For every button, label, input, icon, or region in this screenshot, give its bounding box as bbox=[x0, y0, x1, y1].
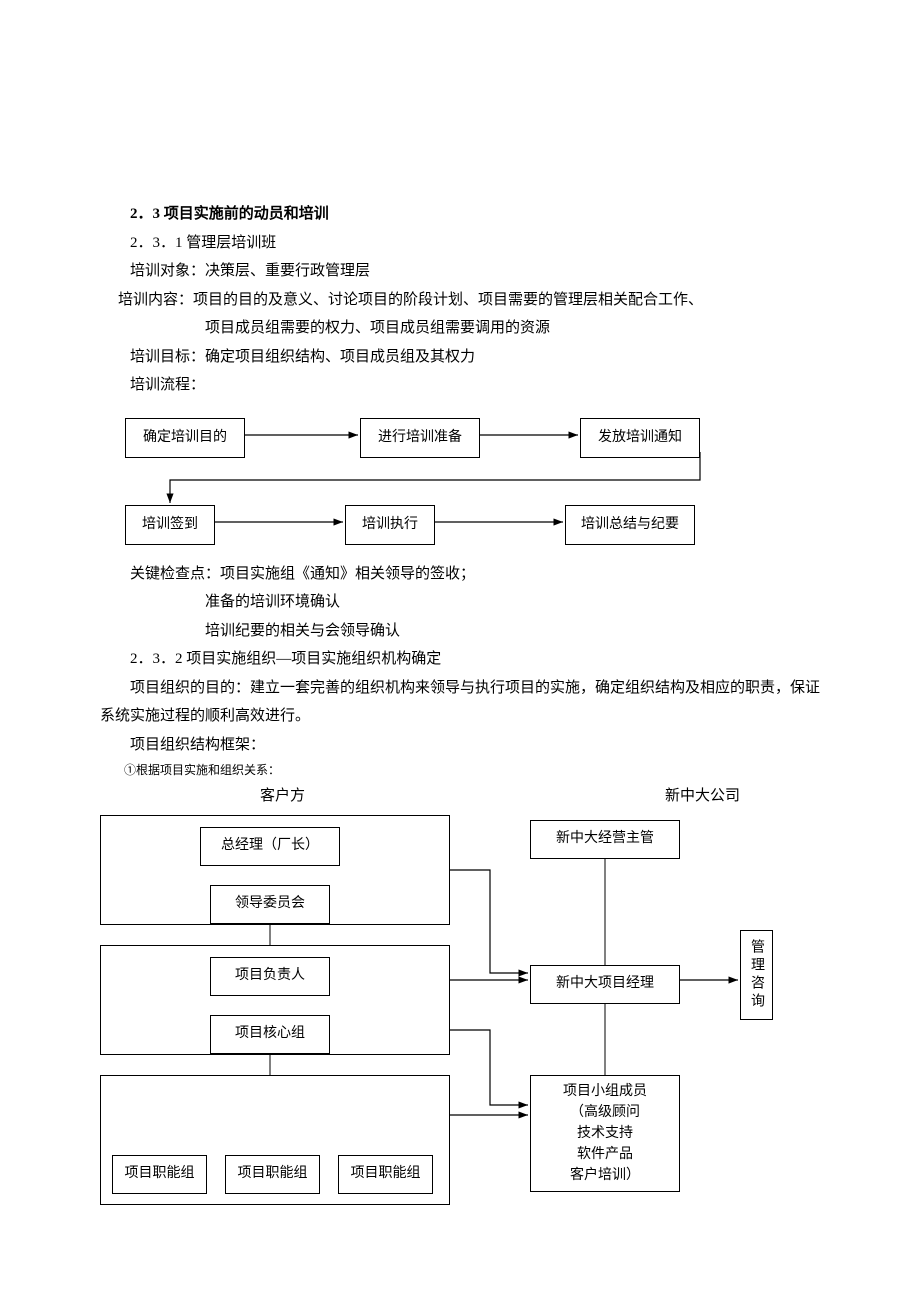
training-content-1: 培训内容：项目的目的及意义、讨论项目的阶段计划、项目需要的管理层相关配合工作、 bbox=[100, 286, 820, 315]
node-owner: 项目负责人 bbox=[210, 957, 330, 996]
header-company: 新中大公司 bbox=[665, 782, 740, 811]
r3-line-0: 项目小组成员 bbox=[539, 1081, 671, 1102]
flow-box-5: 培训执行 bbox=[345, 505, 435, 546]
r3-line-4: 客户培训） bbox=[539, 1165, 671, 1186]
training-flowchart: 确定培训目的 进行培训准备 发放培训通知 培训签到 培训执行 培训总结与纪要 bbox=[100, 410, 820, 545]
header-client: 客户方 bbox=[260, 782, 305, 811]
node-r3: 项目小组成员 （高级顾问 技术支持 软件产品 客户培训） bbox=[530, 1075, 680, 1192]
org-note: ①根据项目实施和组织关系： bbox=[100, 759, 820, 782]
training-content-2: 项目成员组需要的权力、项目成员组需要调用的资源 bbox=[100, 314, 820, 343]
training-goal: 培训目标：确定项目组织结构、项目成员组及其权力 bbox=[100, 343, 820, 372]
flow-box-3: 发放培训通知 bbox=[580, 418, 700, 459]
flow-box-6: 培训总结与纪要 bbox=[565, 505, 695, 546]
flow-box-1: 确定培训目的 bbox=[125, 418, 245, 459]
flow-label: 培训流程： bbox=[100, 371, 820, 400]
node-core: 项目核心组 bbox=[210, 1015, 330, 1054]
subsection-2: 2．3．2 项目实施组织—项目实施组织机构确定 bbox=[100, 645, 820, 674]
check-label: 关键检查点：项目实施组《通知》相关领导的签收； bbox=[100, 560, 820, 589]
org-purpose: 项目组织的目的：建立一套完善的组织机构来领导与执行项目的实施，确定组织结构及相应… bbox=[100, 674, 820, 731]
org-frame: 项目组织结构框架： bbox=[100, 731, 820, 760]
r3-line-3: 软件产品 bbox=[539, 1144, 671, 1165]
section-title: 2．3 项目实施前的动员和培训 bbox=[100, 200, 820, 229]
org-chart: 总经理（厂长） 领导委员会 项目负责人 项目核心组 项目职能组 项目职能组 项目… bbox=[100, 815, 820, 1245]
node-func-c: 项目职能组 bbox=[338, 1155, 433, 1194]
node-r1: 新中大经营主管 bbox=[530, 820, 680, 859]
r3-line-1: （高级顾问 bbox=[539, 1102, 671, 1123]
node-committee: 领导委员会 bbox=[210, 885, 330, 924]
subsection-1: 2．3．1 管理层培训班 bbox=[100, 229, 820, 258]
node-gm: 总经理（厂长） bbox=[200, 827, 340, 866]
org-headers: 客户方 新中大公司 bbox=[100, 782, 820, 811]
flow-box-2: 进行培训准备 bbox=[360, 418, 480, 459]
node-r4: 管理咨询 bbox=[740, 930, 773, 1020]
check-3: 培训纪要的相关与会领导确认 bbox=[100, 617, 820, 646]
node-func-a: 项目职能组 bbox=[112, 1155, 207, 1194]
training-target: 培训对象：决策层、重要行政管理层 bbox=[100, 257, 820, 286]
flow-box-4: 培训签到 bbox=[125, 505, 215, 546]
node-r2: 新中大项目经理 bbox=[530, 965, 680, 1004]
node-func-b: 项目职能组 bbox=[225, 1155, 320, 1194]
r3-line-2: 技术支持 bbox=[539, 1123, 671, 1144]
check-2: 准备的培训环境确认 bbox=[100, 588, 820, 617]
